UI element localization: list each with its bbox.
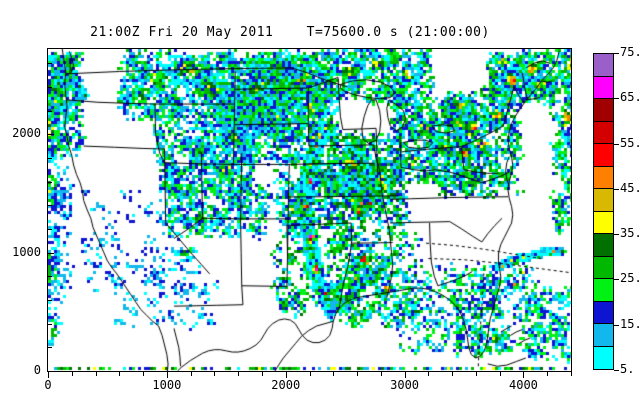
colorbar-tick (614, 234, 619, 236)
colorbar-tick-label: 35. (620, 226, 640, 241)
y-tick (47, 157, 52, 159)
colorbar[interactable] (593, 53, 614, 370)
colorbar-tick (614, 98, 619, 100)
colorbar-tick (614, 279, 619, 281)
colorbar-tick (614, 324, 619, 326)
x-tick (95, 371, 97, 376)
y-tick (47, 323, 52, 325)
colorbar-segment (594, 189, 613, 212)
page-title: 21:00Z Fri 20 May 2011 T=75600.0 s (21:0… (90, 25, 490, 40)
plot-area[interactable] (47, 48, 572, 372)
y-tick (47, 86, 52, 88)
x-tick (309, 371, 311, 376)
y-tick (47, 252, 54, 254)
x-tick (166, 371, 168, 378)
y-tick (47, 205, 52, 207)
y-tick (47, 134, 54, 136)
colorbar-tick-label: 65. (620, 90, 640, 105)
colorbar-segment (594, 99, 613, 122)
y-tick (47, 63, 52, 65)
colorbar-segment (594, 166, 613, 189)
y-tick (47, 371, 54, 372)
colorbar-tick-label: 75. (620, 45, 640, 59)
x-tick (357, 371, 359, 376)
colorbar-tick-label: 5. (620, 362, 635, 376)
x-tick (523, 371, 525, 378)
x-tick (547, 371, 549, 376)
colorbar-segment (594, 144, 613, 167)
y-tick (47, 181, 52, 183)
x-tick (333, 371, 335, 376)
x-tick (571, 371, 572, 376)
x-tick (261, 371, 263, 376)
colorbar-segment (594, 279, 613, 302)
colorbar-segment (594, 121, 613, 144)
colorbar-tick (614, 53, 619, 54)
x-tick (143, 371, 145, 376)
x-tick-label: 0 (44, 378, 52, 392)
colorbar-tick-label: 45. (620, 180, 640, 195)
x-tick (214, 371, 216, 376)
colorbar-segment (594, 54, 613, 77)
colorbar-segment (594, 324, 613, 347)
x-tick (380, 371, 382, 376)
colorbar-tick (614, 143, 619, 145)
colorbar-tick (614, 370, 619, 371)
x-tick (119, 371, 121, 376)
y-tick-label: 0 (33, 363, 41, 377)
colorbar-segment (594, 346, 613, 369)
colorbar-tick-label: 55. (620, 135, 640, 150)
x-tick (404, 371, 406, 378)
y-tick (47, 299, 52, 301)
colorbar-tick-label: 25. (620, 271, 640, 286)
y-tick (47, 228, 52, 230)
x-tick (428, 371, 430, 376)
colorbar-segment (594, 211, 613, 234)
x-tick-label: 4000 (509, 378, 538, 392)
x-tick (190, 371, 192, 376)
colorbar-segment (594, 234, 613, 257)
reflectivity-field-canvas (48, 49, 571, 371)
y-tick-label: 1000 (12, 244, 41, 259)
x-tick (238, 371, 240, 376)
colorbar-tick (614, 188, 619, 190)
x-tick (285, 371, 287, 378)
y-tick-label: 2000 (12, 126, 41, 141)
x-tick-label: 3000 (390, 378, 420, 392)
x-tick (71, 371, 73, 376)
x-tick (499, 371, 501, 376)
x-tick (452, 371, 454, 376)
y-tick (47, 276, 52, 278)
y-tick (47, 110, 52, 112)
x-tick (48, 371, 49, 378)
x-tick-label: 2000 (271, 378, 301, 392)
x-tick (475, 371, 477, 376)
colorbar-tick-label: 15. (620, 316, 640, 331)
y-tick (47, 347, 52, 349)
colorbar-segment (594, 76, 613, 99)
colorbar-segment (594, 301, 613, 324)
colorbar-segment (594, 256, 613, 279)
x-tick-label: 1000 (152, 378, 182, 392)
